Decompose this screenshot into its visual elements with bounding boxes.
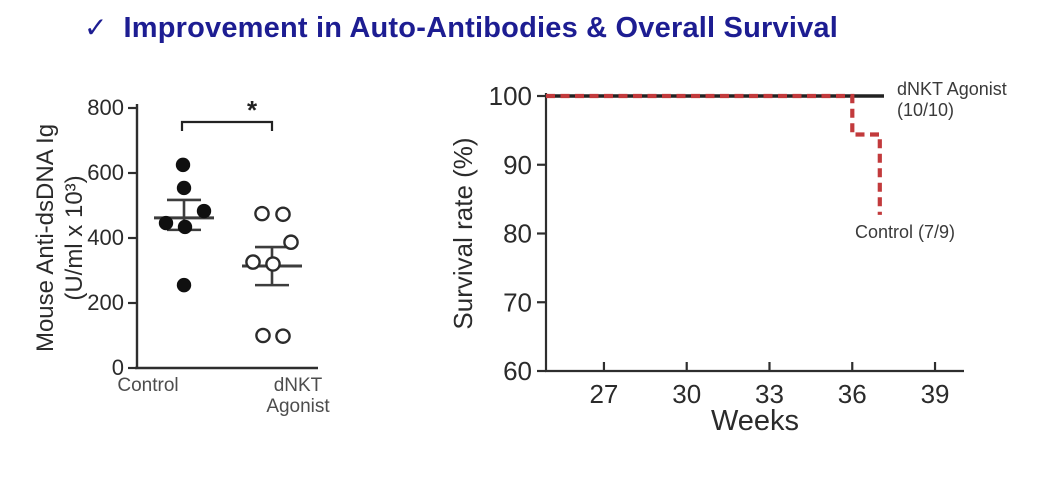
- slide-title: Improvement in Auto-Antibodies & Overall…: [123, 12, 838, 44]
- data-point-open: [245, 254, 261, 270]
- y-tick-label: 90: [503, 150, 532, 180]
- data-point-filled: [176, 180, 192, 196]
- x-axis-label: Weeks: [711, 405, 799, 437]
- y-tick-label: 800: [87, 95, 124, 120]
- y-tick-label: 100: [489, 81, 532, 111]
- y-tick-label: 200: [87, 290, 124, 315]
- series-line-control: [546, 93, 882, 215]
- y-tick-label: 400: [87, 225, 124, 250]
- x-tick-label: 39: [921, 379, 950, 409]
- y-axis-label-line2: (U/ml x 10³): [61, 175, 88, 300]
- x-tick-label: 36: [838, 379, 867, 409]
- significance-bracket: [180, 120, 274, 131]
- slide-header: ✓ Improvement in Auto-Antibodies & Overa…: [84, 12, 838, 45]
- data-point-open: [254, 205, 270, 222]
- data-point-filled: [158, 215, 174, 231]
- y-tick-label: 70: [503, 287, 532, 317]
- survival-chart: 60 70 80 90 100 27 30 33 36 39 Weeks Survival rate …: [448, 79, 1007, 437]
- significance-star: *: [247, 95, 258, 125]
- category-label: Control: [117, 375, 178, 396]
- data-point-open: [255, 327, 271, 344]
- data-point-filled: [177, 219, 193, 235]
- data-point-open: [265, 256, 281, 272]
- data-point-open: [283, 234, 299, 251]
- checkmark-icon: ✓: [84, 12, 108, 43]
- x-tick-label: 30: [672, 379, 701, 409]
- data-point-open: [275, 206, 291, 223]
- antibody-scatter-chart: 0 200 400 600 800 Mouse Anti-dsDNA Ig (U/ml x …: [32, 95, 330, 417]
- y-axis-label: Survival rate (%): [448, 137, 478, 329]
- data-point-filled: [176, 277, 192, 293]
- category-label: dNKT: [274, 375, 323, 396]
- category-label: Agonist: [266, 396, 330, 417]
- legend-label-control: Control (7/9): [855, 222, 955, 242]
- x-tick-label: 33: [755, 379, 784, 409]
- data-point-filled: [196, 203, 212, 219]
- legend-label-dnkt-agonist: dNKT Agonist: [897, 79, 1007, 99]
- y-axis-label-line1: Mouse Anti-dsDNA Ig: [32, 124, 59, 352]
- y-tick-label: 600: [87, 160, 124, 185]
- y-tick-label: 60: [503, 356, 532, 386]
- data-point-open: [275, 328, 291, 344]
- y-tick-label: 80: [503, 219, 532, 249]
- y-tick-label: 0: [112, 355, 124, 380]
- data-point-filled: [175, 157, 191, 173]
- legend-label-dnkt-agonist: (10/10): [897, 100, 954, 120]
- x-tick-label: 27: [589, 379, 618, 409]
